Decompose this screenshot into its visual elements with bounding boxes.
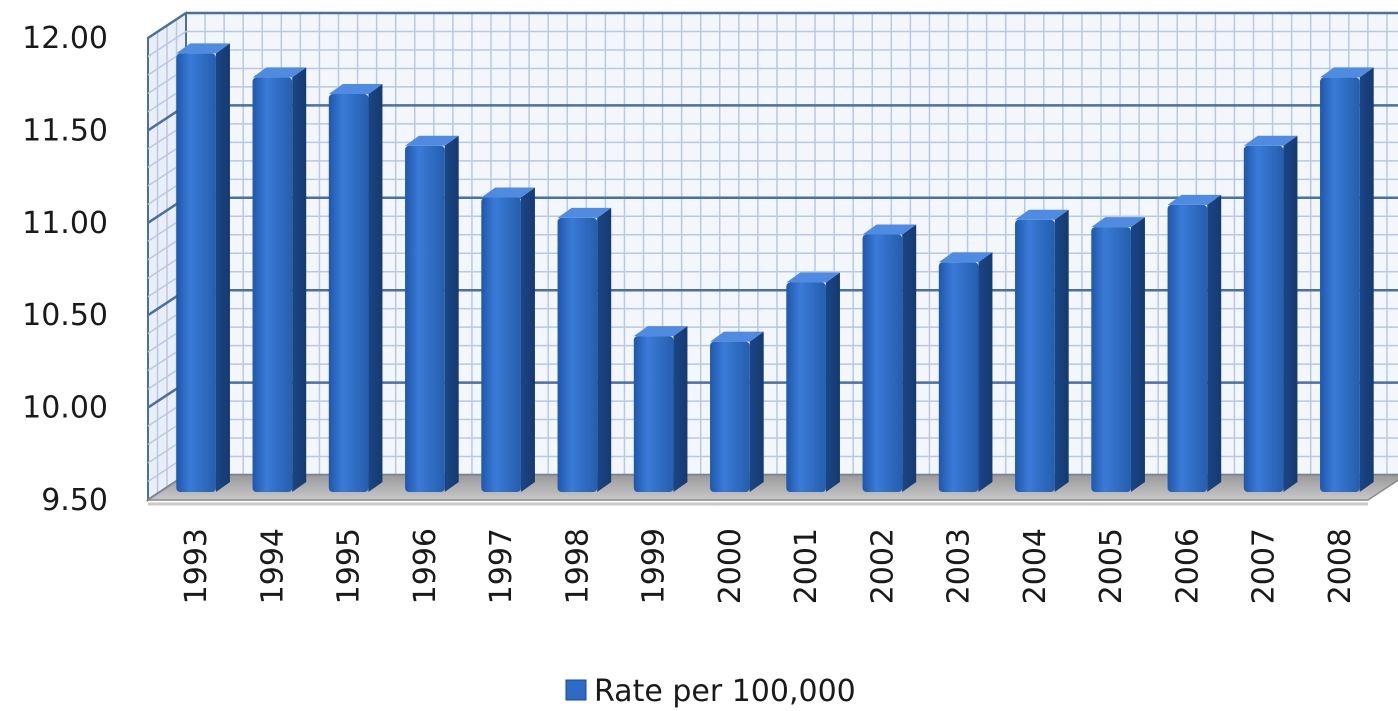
bar-side [1054, 209, 1069, 492]
bar [557, 207, 612, 492]
x-tick-label: 2008 [1323, 528, 1358, 604]
bar-top [1167, 194, 1222, 205]
bar-side [1359, 67, 1374, 492]
x-tick-label: 1994 [255, 528, 290, 604]
bar-front [1167, 204, 1208, 493]
bar-front [1091, 227, 1131, 492]
bar-top [1243, 135, 1298, 146]
bar [481, 187, 535, 492]
bar-front [938, 262, 979, 492]
y-axis-ticks: 9.50 10.00 10.50 11.00 11.50 12.00 [22, 21, 108, 518]
x-tick-label: 1996 [408, 528, 443, 604]
bar-front [328, 94, 369, 492]
bar-side [444, 135, 459, 493]
bar-top [176, 43, 230, 54]
bars [176, 43, 1374, 493]
x-tick-label: 2006 [1170, 528, 1205, 604]
bar-top [1320, 67, 1374, 78]
bar [1015, 209, 1069, 492]
bar-front [710, 341, 750, 492]
bar-side [368, 84, 383, 492]
x-tick-label: 1993 [179, 528, 214, 604]
y-tick-label: 12.00 [22, 21, 108, 56]
x-tick-label: 2007 [1247, 528, 1282, 604]
bar-top [557, 207, 612, 218]
bar [633, 326, 688, 492]
bar-top [252, 67, 307, 78]
x-tick-label: 1999 [637, 528, 672, 604]
x-tick-label: 2005 [1094, 528, 1129, 604]
bar [786, 272, 840, 492]
floor-plane [145, 474, 1398, 501]
bar-top [1091, 217, 1145, 228]
bar-top [481, 187, 535, 198]
bar-front [557, 217, 598, 492]
bar [1320, 67, 1374, 492]
bar-side [825, 272, 840, 492]
bar [1167, 194, 1222, 493]
bar [862, 224, 917, 492]
bar-side [1130, 217, 1145, 492]
bar-side [292, 67, 307, 492]
bar [252, 67, 307, 492]
y-tick-label: 10.00 [22, 391, 108, 426]
bar-front [481, 197, 521, 492]
bar-front [176, 53, 216, 492]
bar-top [405, 135, 459, 146]
bar [1243, 135, 1298, 493]
x-tick-label: 1998 [560, 528, 595, 604]
bar [710, 331, 764, 492]
y-tick-label: 11.00 [22, 206, 108, 241]
x-tick-label: 2003 [942, 528, 977, 604]
bar-top [328, 84, 383, 95]
bar-front [862, 234, 903, 492]
x-tick-label: 2000 [713, 528, 748, 604]
bar-front [1243, 145, 1284, 493]
bar-top [633, 326, 688, 337]
legend-swatch [565, 679, 587, 701]
bar-front [405, 145, 445, 493]
bar [1091, 217, 1145, 492]
bar-front [252, 77, 293, 492]
bar-side [673, 326, 688, 492]
bar-side [978, 252, 993, 492]
gridline-major-side [147, 11, 187, 40]
bar-top [1015, 209, 1069, 220]
bar-side [1207, 194, 1222, 493]
legend: Rate per 100,000 [565, 674, 856, 709]
bar [405, 135, 459, 493]
bar-top [786, 272, 840, 283]
bar-top [862, 224, 917, 235]
y-tick-label: 9.50 [41, 483, 108, 518]
x-axis-ticks: 1993 1994 1995 1996 1997 1998 1999 2000 2001 2002… [179, 528, 1358, 604]
bar-front [1015, 219, 1055, 492]
bar-side [520, 187, 535, 492]
bar-top [938, 252, 993, 263]
y-tick-label: 11.50 [22, 113, 108, 148]
x-tick-label: 1997 [484, 528, 519, 604]
bar [328, 84, 383, 492]
legend-label: Rate per 100,000 [594, 674, 856, 709]
bar [938, 252, 993, 492]
chart-floor [145, 474, 1398, 506]
bar-top [710, 331, 764, 342]
x-tick-label: 1995 [332, 528, 367, 604]
y-tick-label: 10.50 [22, 298, 108, 333]
bar [176, 43, 230, 492]
bar-side [1283, 135, 1298, 493]
bar-front [633, 336, 674, 492]
bar-side [902, 224, 917, 492]
bar-front [1320, 77, 1360, 492]
x-tick-label: 2002 [865, 528, 900, 604]
bar-side [749, 331, 764, 492]
x-tick-label: 2001 [789, 528, 824, 604]
bar-side [597, 207, 612, 492]
bar-front [786, 282, 826, 492]
x-tick-label: 2004 [1018, 528, 1053, 604]
bar-side [215, 43, 230, 492]
